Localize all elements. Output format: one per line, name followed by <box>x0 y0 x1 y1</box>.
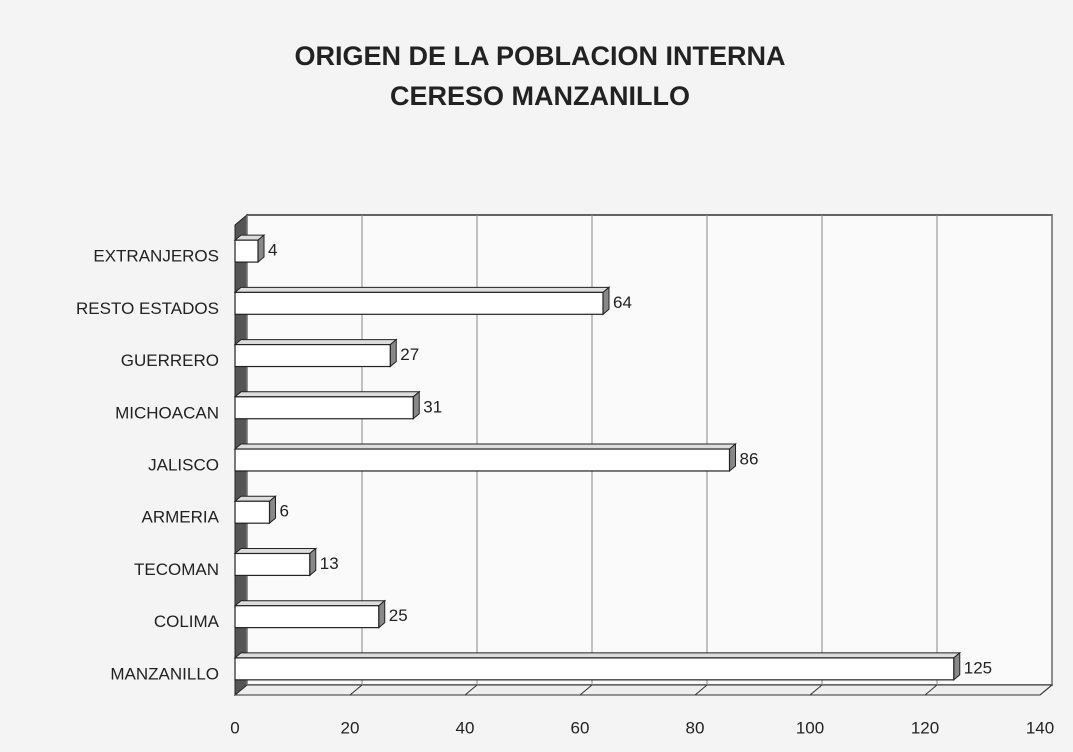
y-tick-label: GUERRERO <box>121 351 219 370</box>
bar-side <box>309 547 317 577</box>
bar <box>234 500 271 524</box>
floor-tick <box>694 684 708 696</box>
bar-side <box>602 286 610 316</box>
data-label: 86 <box>740 449 759 468</box>
bar-top <box>233 391 421 398</box>
bar-side <box>953 651 961 681</box>
x-tick-label: 0 <box>230 718 239 737</box>
bar-top <box>233 547 318 554</box>
chart-title: ORIGEN DE LA POBLACION INTERNA <box>294 41 785 71</box>
x-tick-label: 40 <box>456 718 475 737</box>
data-label: 31 <box>423 397 442 416</box>
y-tick-label: TECOMAN <box>134 560 219 579</box>
bar-side <box>257 234 265 264</box>
y-tick-label: EXTRANJEROS <box>93 247 219 266</box>
y-tick-label: ARMERIA <box>142 508 220 527</box>
x-tick-label: 60 <box>571 718 590 737</box>
x-tick-label: 140 <box>1026 718 1054 737</box>
bar-side <box>412 390 420 420</box>
bar-top <box>233 495 277 502</box>
floor-tick <box>349 684 363 696</box>
floor-tick <box>464 684 478 696</box>
x-tick-label: 80 <box>686 718 705 737</box>
bar-top <box>233 600 387 607</box>
data-label: 4 <box>268 241 277 260</box>
bar-side <box>729 442 736 473</box>
x-tick-label: 120 <box>911 718 939 737</box>
bar <box>234 552 311 577</box>
floor-tick <box>579 684 593 696</box>
floor-tick <box>809 684 823 696</box>
bar-top <box>233 652 962 659</box>
bar <box>234 396 414 420</box>
bar <box>234 448 731 472</box>
floor <box>233 684 1054 696</box>
bar <box>234 657 955 681</box>
data-label: 125 <box>964 658 992 677</box>
y-tick-label: COLIMA <box>154 612 220 631</box>
y-tick-label: RESTO ESTADOS <box>76 299 219 318</box>
data-label: 6 <box>280 502 289 521</box>
floor-tick <box>924 684 938 696</box>
bar-top <box>233 339 398 346</box>
bar-top <box>233 443 737 450</box>
data-label: 27 <box>400 345 419 364</box>
bar <box>234 239 259 263</box>
bar <box>234 343 391 368</box>
data-label: 13 <box>320 554 339 573</box>
data-label: 64 <box>613 293 632 312</box>
y-tick-label: JALISCO <box>148 455 219 474</box>
bar <box>234 291 604 315</box>
bar-top <box>233 286 611 293</box>
bar-side <box>378 599 386 629</box>
y-tick-label: MANZANILLO <box>110 664 219 683</box>
floor-tick <box>1039 684 1053 696</box>
chart-subtitle: CERESO MANZANILLO <box>390 81 690 111</box>
data-label: 25 <box>389 606 408 625</box>
floor-tick <box>234 684 248 696</box>
x-tick-label: 100 <box>796 718 824 737</box>
bar-side <box>389 338 397 368</box>
x-tick-label: 20 <box>341 718 360 737</box>
bar-side <box>269 495 276 525</box>
y-tick-label: MICHOACAN <box>115 403 219 422</box>
bar <box>234 605 380 629</box>
